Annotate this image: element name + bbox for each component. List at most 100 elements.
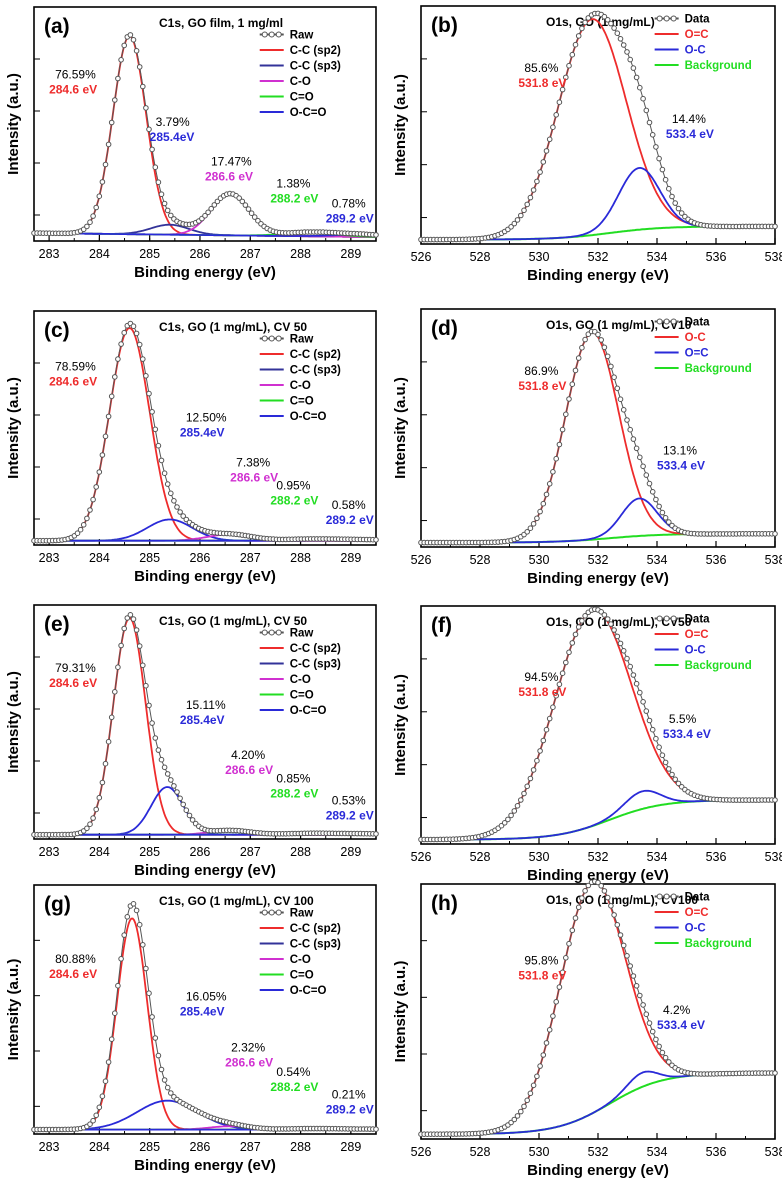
annotation-energy: 285.4eV	[150, 130, 195, 144]
data-point	[90, 1117, 96, 1124]
annotation-percent: 80.88%	[55, 952, 96, 966]
x-tick-label: 283	[39, 551, 60, 565]
data-point	[121, 932, 127, 938]
data-point	[627, 426, 634, 433]
data-point	[611, 627, 617, 633]
legend-label: O-C	[685, 45, 706, 57]
data-point	[604, 353, 611, 360]
annotation-percent: 15.11%	[186, 698, 226, 712]
data-point	[617, 36, 624, 42]
data-point	[152, 426, 159, 433]
legend-marker	[670, 15, 677, 22]
data-point	[614, 30, 621, 37]
data-point	[772, 223, 778, 230]
legend-label: C=O	[290, 690, 314, 702]
x-tick-label: 283	[39, 247, 60, 261]
legend-marker	[663, 615, 670, 622]
data-point	[563, 74, 569, 81]
data-point	[214, 198, 221, 205]
data-point	[112, 689, 118, 695]
data-point	[579, 344, 585, 351]
legend-marker	[663, 15, 670, 22]
data-point	[87, 821, 93, 828]
data-point	[152, 164, 159, 170]
x-tick-label: 284	[89, 845, 110, 859]
data-point	[99, 1093, 106, 1099]
data-point	[161, 1077, 168, 1083]
data-point	[546, 1027, 553, 1033]
data-point	[155, 442, 162, 449]
data-point	[530, 521, 537, 527]
y-axis-label: Intensity (a.u.)	[392, 674, 409, 776]
x-tick-label: 532	[588, 1145, 609, 1159]
series-o-c-line	[421, 608, 775, 841]
x-tick-label: 288	[290, 551, 311, 565]
annotation-percent: 79.31%	[55, 661, 96, 675]
data-point	[633, 983, 640, 989]
data-point	[168, 212, 174, 219]
data-point	[152, 735, 159, 741]
annotation-percent: 0.54%	[276, 1065, 310, 1079]
data-point	[514, 803, 521, 809]
data-point	[130, 901, 137, 907]
data-point	[624, 417, 630, 423]
data-point	[563, 955, 569, 961]
x-tick-label: 287	[240, 551, 261, 565]
plot-frame	[33, 6, 377, 242]
data-point	[537, 1063, 543, 1069]
data-point	[518, 797, 524, 803]
data-point	[511, 808, 518, 814]
data-point	[127, 32, 134, 38]
data-point	[130, 37, 137, 43]
x-tick-label: 530	[529, 250, 550, 264]
x-tick-label: 530	[529, 553, 550, 567]
data-point	[559, 670, 566, 677]
data-point	[614, 385, 621, 392]
legend-marker	[275, 629, 282, 636]
data-point	[582, 613, 588, 619]
panel-title: O1s, GO (1 mg/mL), CV50	[546, 615, 692, 629]
data-point	[656, 155, 662, 162]
data-point	[118, 956, 124, 962]
legend: Raw C-C (sp2) C-C (sp3) C-O C=O O-C=O	[259, 30, 341, 119]
legend-label: Background	[685, 363, 752, 375]
data-point	[84, 515, 90, 522]
data-point	[96, 1104, 103, 1111]
data-point	[653, 496, 659, 503]
plot-frame	[420, 605, 776, 845]
data-point	[678, 210, 685, 216]
annotation-energy: 286.6 eV	[230, 470, 278, 484]
legend-label: Background	[685, 60, 752, 72]
x-tick-label: 288	[290, 845, 311, 859]
data-point	[640, 463, 646, 470]
annotation-energy: 533.4 eV	[657, 1018, 705, 1032]
x-tick-label: 286	[190, 551, 211, 565]
annotation-percent: 0.53%	[332, 793, 366, 807]
data-point	[105, 141, 112, 148]
annotation-percent: 0.95%	[276, 479, 310, 493]
data-point	[572, 41, 579, 48]
legend-marker	[670, 615, 677, 622]
x-axis-label: Binding energy (eV)	[134, 1157, 276, 1174]
data-point	[608, 621, 614, 627]
data-point	[620, 42, 627, 48]
legend-label: C=O	[290, 970, 314, 982]
x-tick-label: 536	[706, 553, 727, 567]
data-point	[556, 984, 563, 990]
annotation-percent: 76.59%	[55, 67, 96, 81]
data-point	[93, 1112, 99, 1119]
x-tick-label: 528	[470, 850, 491, 864]
legend: Raw C-C (sp2) C-C (sp3) C-O C=O O-C=O	[259, 334, 341, 423]
panel-b: 526 528 530 532 534 536 538 Binding energy (eV)…	[392, 5, 782, 284]
data-point	[653, 1036, 659, 1043]
data-point	[646, 119, 653, 126]
data-point	[662, 515, 669, 521]
legend-marker	[275, 31, 282, 38]
legend: Data O-C O=C Background	[654, 317, 752, 375]
data-point	[627, 56, 634, 63]
panel-title: C1s, GO film, 1 mg/ml	[159, 16, 283, 30]
annotation-percent: 94.5%	[524, 670, 558, 684]
data-point	[168, 490, 174, 497]
legend-label: C-C (sp3)	[290, 365, 341, 377]
data-point	[518, 212, 524, 219]
